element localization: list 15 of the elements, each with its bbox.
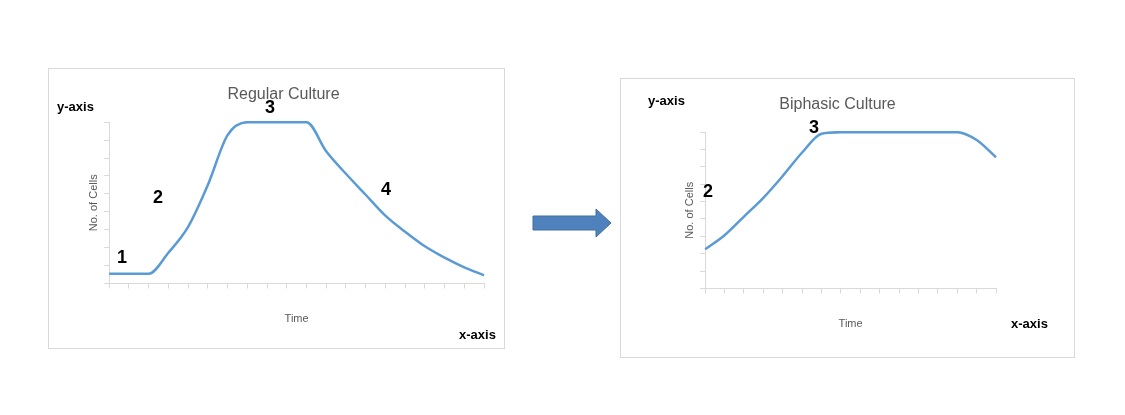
y-axis-title: No. of Cells <box>86 173 99 232</box>
annotation: 4 <box>381 179 392 200</box>
x-axis-title: Time <box>284 312 309 325</box>
x-axis-title: Time <box>838 317 863 330</box>
text: y-axis <box>57 99 94 114</box>
annotation: 3 <box>809 117 820 138</box>
text: x-axis <box>459 327 496 342</box>
chart-title: Biphasic Culture <box>779 95 896 113</box>
annotation: 1 <box>117 247 128 268</box>
chart-title: Regular Culture <box>227 85 340 103</box>
annotation: 2 <box>703 181 714 202</box>
text: x-axis <box>1011 316 1048 331</box>
annotation: 2 <box>153 187 164 208</box>
y-axis-title: No. of Cells <box>682 181 695 239</box>
text: y-axis <box>648 93 685 108</box>
